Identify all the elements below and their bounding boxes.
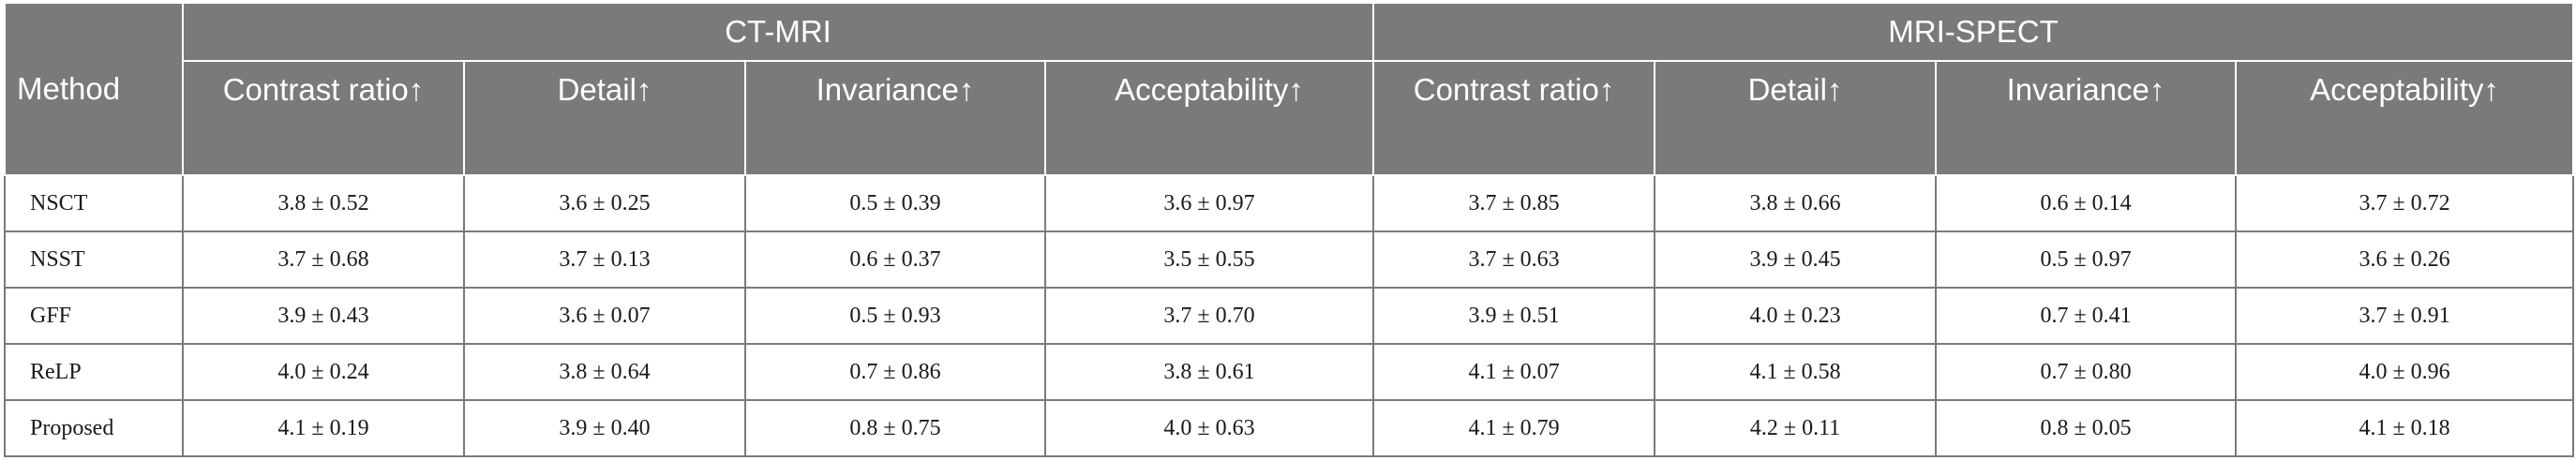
results-table: Method CT-MRI MRI-SPECT Contrast ratio↑ … [4,2,2575,457]
metric-header: Detail↑ [463,60,746,176]
value-cell: 4.1 ± 0.18 [2235,399,2575,457]
value-cell: 0.6 ± 0.37 [744,230,1046,289]
value-cell: 0.7 ± 0.86 [744,343,1046,401]
value-cell: 3.7 ± 0.72 [2235,174,2575,232]
value-cell: 3.6 ± 0.25 [463,174,746,232]
value-cell: 3.7 ± 0.13 [463,230,746,289]
table-row: NSST 3.7 ± 0.68 3.7 ± 0.13 0.6 ± 0.37 3.… [4,230,2575,289]
header-row-groups: Method CT-MRI MRI-SPECT [4,2,2575,176]
group-header-mri-spect: MRI-SPECT [1372,2,2575,62]
table-row: GFF 3.9 ± 0.43 3.6 ± 0.07 0.5 ± 0.93 3.7… [4,287,2575,345]
group-header-ct-mri: CT-MRI [181,2,1375,62]
value-cell: 3.5 ± 0.55 [1043,230,1375,289]
table-row: NSCT 3.8 ± 0.52 3.6 ± 0.25 0.5 ± 0.39 3.… [4,174,2575,232]
value-cell: 0.8 ± 0.75 [744,399,1046,457]
value-cell: 0.5 ± 0.93 [744,287,1046,345]
value-cell: 3.8 ± 0.61 [1043,343,1375,401]
metric-header: Contrast ratio↑ [1372,60,1656,176]
value-cell: 3.6 ± 0.07 [463,287,746,345]
metric-header: Acceptability↑ [2235,60,2575,176]
value-cell: 0.6 ± 0.14 [1935,174,2238,232]
metric-header: Acceptability↑ [1043,60,1375,176]
value-cell: 0.7 ± 0.41 [1935,287,2238,345]
value-cell: 3.6 ± 0.26 [2235,230,2575,289]
value-cell: 0.7 ± 0.80 [1935,343,2238,401]
method-cell: NSST [4,230,184,289]
value-cell: 4.1 ± 0.79 [1372,399,1656,457]
value-cell: 4.0 ± 0.96 [2235,343,2575,401]
value-cell: 4.1 ± 0.58 [1654,343,1938,401]
value-cell: 3.7 ± 0.91 [2235,287,2575,345]
table-row: Proposed 4.1 ± 0.19 3.9 ± 0.40 0.8 ± 0.7… [4,399,2575,457]
value-cell: 3.6 ± 0.97 [1043,174,1375,232]
value-cell: 3.9 ± 0.51 [1372,287,1656,345]
method-cell: Proposed [4,399,184,457]
value-cell: 3.7 ± 0.63 [1372,230,1656,289]
method-cell: GFF [4,287,184,345]
value-cell: 3.8 ± 0.52 [182,174,465,232]
value-cell: 0.5 ± 0.97 [1935,230,2238,289]
value-cell: 0.8 ± 0.05 [1935,399,2238,457]
method-header: Method [4,2,184,176]
value-cell: 3.9 ± 0.40 [463,399,746,457]
metric-header: Detail↑ [1654,60,1938,176]
value-cell: 4.1 ± 0.19 [182,399,465,457]
value-cell: 3.7 ± 0.70 [1043,287,1375,345]
value-cell: 3.9 ± 0.45 [1654,230,1938,289]
value-cell: 3.7 ± 0.85 [1372,174,1656,232]
value-cell: 4.0 ± 0.24 [182,343,465,401]
value-cell: 4.2 ± 0.11 [1654,399,1938,457]
table-row: ReLP 4.0 ± 0.24 3.8 ± 0.64 0.7 ± 0.86 3.… [4,343,2575,401]
metric-header: Contrast ratio↑ [182,60,465,176]
value-cell: 3.8 ± 0.64 [463,343,746,401]
value-cell: 3.7 ± 0.68 [182,230,465,289]
method-cell: NSCT [4,174,184,232]
method-cell: ReLP [4,343,184,401]
value-cell: 4.1 ± 0.07 [1372,343,1656,401]
header-row-metrics: Contrast ratio↑ Detail↑ Invariance↑ Acce… [5,60,2575,176]
metric-header: Invariance↑ [1935,60,2238,176]
value-cell: 0.5 ± 0.39 [744,174,1046,232]
metric-header: Invariance↑ [744,60,1046,176]
value-cell: 3.9 ± 0.43 [182,287,465,345]
value-cell: 4.0 ± 0.63 [1043,399,1375,457]
value-cell: 3.8 ± 0.66 [1654,174,1938,232]
value-cell: 4.0 ± 0.23 [1654,287,1938,345]
